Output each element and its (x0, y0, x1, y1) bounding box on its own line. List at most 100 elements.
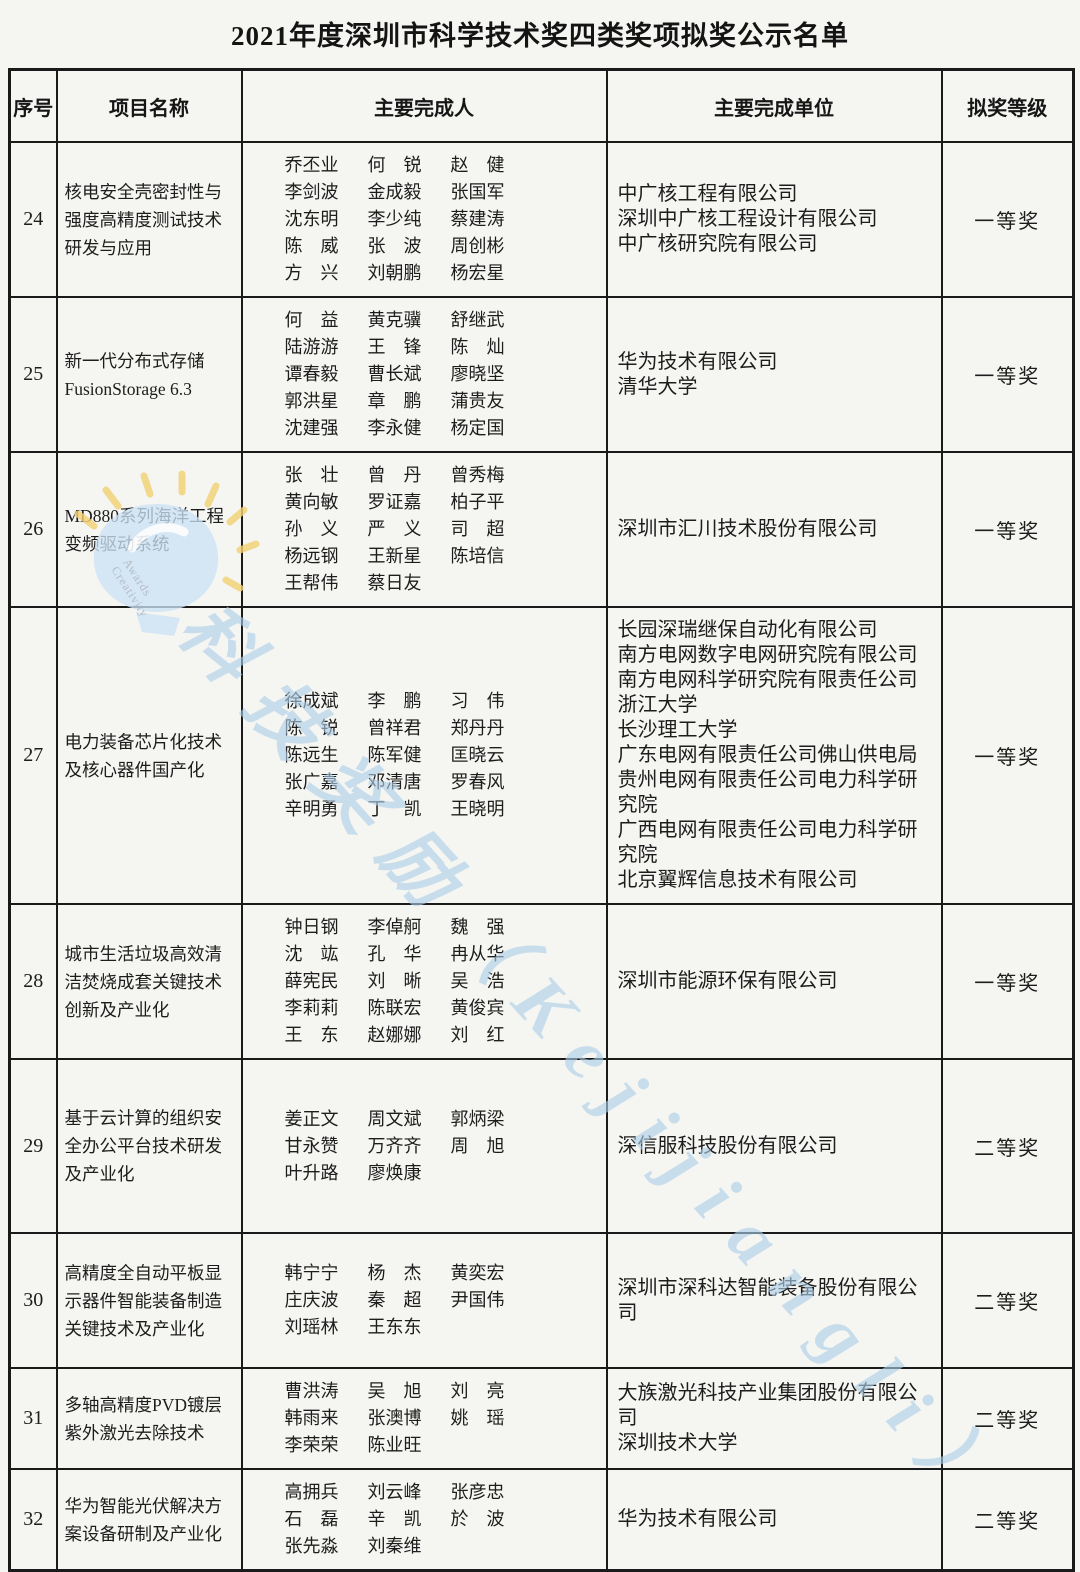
project-name: MD880系列海洋工程变频驱动系统 (55, 451, 243, 608)
table-body: 24 核电安全壳密封性与强度高精度测试技术研发与应用 乔丕业 何锐 赵健 李剑波 金成毅 张国… (8, 141, 1075, 1572)
table-row: 25 新一代分布式存储FusionStorage 6.3 何益 黄克骥 舒继武 陆游游 王锋… (8, 296, 1075, 453)
project-name: 基于云计算的组织安全办公平台技术研发及产业化 (55, 1058, 243, 1234)
unit-name: 华为技术有限公司 (617, 1508, 778, 1530)
person-name: 张国军 (450, 182, 505, 202)
people-grid: 钟日钢 李倬舸 魏强 沈竑 孔华 冉从华 薛宪民 刘晰 吴浩 李莉莉 陈联宏 黄俊宾 王东 赵娜娜 刘红 (285, 914, 598, 1049)
person-name: 廖晓坚 (450, 364, 505, 384)
people-grid: 高拥兵 刘云峰 张彦忠 石磊 辛凯 於波 张先淼 刘秦维 (285, 1479, 598, 1560)
unit-name: 深圳市能源环保有限公司 (617, 970, 838, 992)
person-name: 杨远钢 (284, 546, 339, 566)
person-name: 郭炳梁 (450, 1108, 505, 1129)
person-name: 习伟 (450, 691, 505, 711)
row-number: 32 (8, 1468, 58, 1572)
row-number: 26 (8, 451, 58, 608)
person-name: 何益 (284, 310, 339, 330)
person-name: 廖焕康 (367, 1162, 422, 1183)
person-name: 赵娜娜 (367, 1025, 422, 1045)
person-name: 辛凯 (367, 1509, 422, 1529)
person-name: 李莉莉 (284, 998, 339, 1018)
person-name: 方兴 (284, 263, 339, 283)
person-name: 司超 (450, 519, 505, 539)
person-name: 孙义 (284, 519, 339, 539)
people-grid: 乔丕业 何锐 赵健 李剑波 金成毅 张国军 沈东明 李少纯 蔡建涛 陈威 张波 周创彬 方兴 刘朝鹏 杨宏星 (285, 152, 598, 287)
person-name: 沈竑 (284, 944, 339, 964)
column-header-0: 序号 (8, 68, 58, 143)
unit-name: 大族激光科技产业集团股份有限公司 (617, 1382, 918, 1429)
awards-table: 序号 项目名称 主要完成人 主要完成单位 拟奖等级 24 核电安全壳密封性与强度高精度测试… (8, 68, 1075, 1572)
units-cell: 中广核工程有限公司 深圳中广核工程设计有限公司 中广核研究院有限公司 (605, 141, 943, 298)
header-row: 序号 项目名称 主要完成人 主要完成单位 拟奖等级 (8, 68, 1075, 143)
people-grid: 曹洪涛 吴旭 刘亮 韩雨来 张澳博 姚瑶 李荣荣 陈业旺 (285, 1378, 598, 1459)
row-number: 30 (8, 1232, 58, 1369)
person-name: 周旭 (450, 1135, 505, 1156)
units-cell: 大族激光科技产业集团股份有限公司 深圳技术大学 (605, 1367, 943, 1470)
project-name: 华为智能光伏解决方案设备研制及产业化 (55, 1468, 243, 1572)
person-name: 黄俊宾 (450, 998, 505, 1018)
units-cell: 华为技术有限公司 清华大学 (605, 296, 943, 453)
column-header-1: 项目名称 (55, 68, 243, 143)
units-cell: 深信服科技股份有限公司 (605, 1058, 943, 1234)
people-cell: 何益 黄克骥 舒继武 陆游游 王锋 陈灿 谭春毅 曹长斌 廖晓坚 郭洪星 章鹏 蒲贵友 沈建强 李永健 杨定… (240, 296, 608, 453)
person-name: 曹长斌 (367, 364, 422, 384)
people-cell: 徐成斌 李鹏 习伟 陈锐 曾祥君 郑丹丹 陈远生 陈军健 匡晓云 张广嘉 邓清唐 罗春风 辛明勇 丁凯 王晓… (240, 606, 608, 905)
people-cell: 钟日钢 李倬舸 魏强 沈竑 孔华 冉从华 薛宪民 刘晰 吴浩 李莉莉 陈联宏 黄俊宾 王东 赵娜娜 刘红 (240, 903, 608, 1060)
unit-name: 中广核工程有限公司 (617, 183, 798, 205)
award-level: 二等奖 (940, 1232, 1075, 1369)
person-name: 郭洪星 (284, 391, 339, 411)
unit-name: 中广核研究院有限公司 (617, 233, 818, 255)
person-name: 王帮伟 (284, 573, 339, 593)
people-cell: 张壮 曾丹 曾秀梅 黄向敏 罗证嘉 柏子平 孙义 严义 司超 杨远钢 王新星 陈培信 王帮伟 蔡日友 (240, 451, 608, 608)
person-name: 石磊 (284, 1509, 339, 1529)
unit-name: 广东电网有限责任公司佛山供电局 (617, 744, 918, 766)
person-name: 李鹏 (367, 691, 422, 711)
person-name: 姚瑶 (450, 1408, 505, 1428)
person-name: 蔡日友 (367, 573, 422, 593)
people-grid: 张壮 曾丹 曾秀梅 黄向敏 罗证嘉 柏子平 孙义 严义 司超 杨远钢 王新星 陈培信 王帮伟 蔡日友 (285, 462, 598, 597)
person-name: 李剑波 (284, 182, 339, 202)
person-name: 金成毅 (367, 182, 422, 202)
unit-name: 清华大学 (617, 375, 698, 398)
unit-name: 长沙理工大学 (617, 719, 738, 741)
person-name: 张广嘉 (284, 772, 339, 792)
person-name: 尹国伟 (450, 1290, 505, 1310)
person-name: 张波 (367, 236, 422, 256)
person-name: 黄克骥 (367, 310, 422, 330)
project-name: 高精度全自动平板显示器件智能装备制造关键技术及产业化 (55, 1232, 243, 1369)
column-header-2: 主要完成人 (240, 68, 608, 143)
person-name: 叶升路 (284, 1162, 339, 1183)
award-level: 二等奖 (940, 1367, 1075, 1470)
person-name: 姜正文 (284, 1108, 339, 1129)
unit-name: 华为技术有限公司 (617, 350, 778, 373)
person-name: 张壮 (284, 465, 339, 485)
person-name: 甘永赞 (284, 1135, 339, 1156)
person-name: 郑丹丹 (450, 718, 505, 738)
person-name: 庄庆波 (284, 1290, 339, 1310)
units-cell: 深圳市能源环保有限公司 (605, 903, 943, 1060)
person-name: 韩宁宁 (284, 1263, 339, 1283)
person-name: 陈联宏 (367, 998, 422, 1018)
person-name: 刘朝鹏 (367, 263, 422, 283)
person-name: 王锋 (367, 337, 422, 357)
unit-name: 深圳市汇川技术股份有限公司 (617, 518, 878, 540)
table-row: 32 华为智能光伏解决方案设备研制及产业化 高拥兵 刘云峰 张彦忠 石磊 辛凯 於波 张先淼 刘秦… (8, 1468, 1075, 1572)
column-header-3: 主要完成单位 (605, 68, 943, 143)
award-level: 一等奖 (940, 606, 1075, 905)
person-name: 徐成斌 (284, 691, 339, 711)
person-name: 黄奕宏 (450, 1263, 505, 1283)
person-name: 李倬舸 (367, 917, 422, 937)
unit-name: 南方电网数字电网研究院有限公司 (617, 644, 918, 666)
person-name: 何锐 (367, 155, 422, 175)
people-cell: 乔丕业 何锐 赵健 李剑波 金成毅 张国军 沈东明 李少纯 蔡建涛 陈威 张波 周创彬 方兴 刘朝鹏 杨宏星 (240, 141, 608, 298)
project-name: 电力装备芯片化技术及核心器件国产化 (55, 606, 243, 905)
person-name: 杨杰 (367, 1263, 422, 1283)
row-number: 28 (8, 903, 58, 1060)
award-level: 一等奖 (940, 141, 1075, 298)
people-grid: 何益 黄克骥 舒继武 陆游游 王锋 陈灿 谭春毅 曹长斌 廖晓坚 郭洪星 章鹏 蒲贵友 沈建强 李永健 杨定… (285, 307, 598, 442)
unit-name: 北京翼辉信息技术有限公司 (617, 869, 858, 891)
people-cell: 韩宁宁 杨杰 黄奕宏 庄庆波 秦超 尹国伟 刘瑶林 王东东 (240, 1232, 608, 1369)
person-name: 赵健 (450, 155, 505, 175)
person-name: 秦超 (367, 1290, 422, 1310)
project-name: 核电安全壳密封性与强度高精度测试技术研发与应用 (55, 141, 243, 298)
person-name: 柏子平 (450, 492, 505, 512)
table-row: 24 核电安全壳密封性与强度高精度测试技术研发与应用 乔丕业 何锐 赵健 李剑波 金成毅 张国… (8, 141, 1075, 298)
